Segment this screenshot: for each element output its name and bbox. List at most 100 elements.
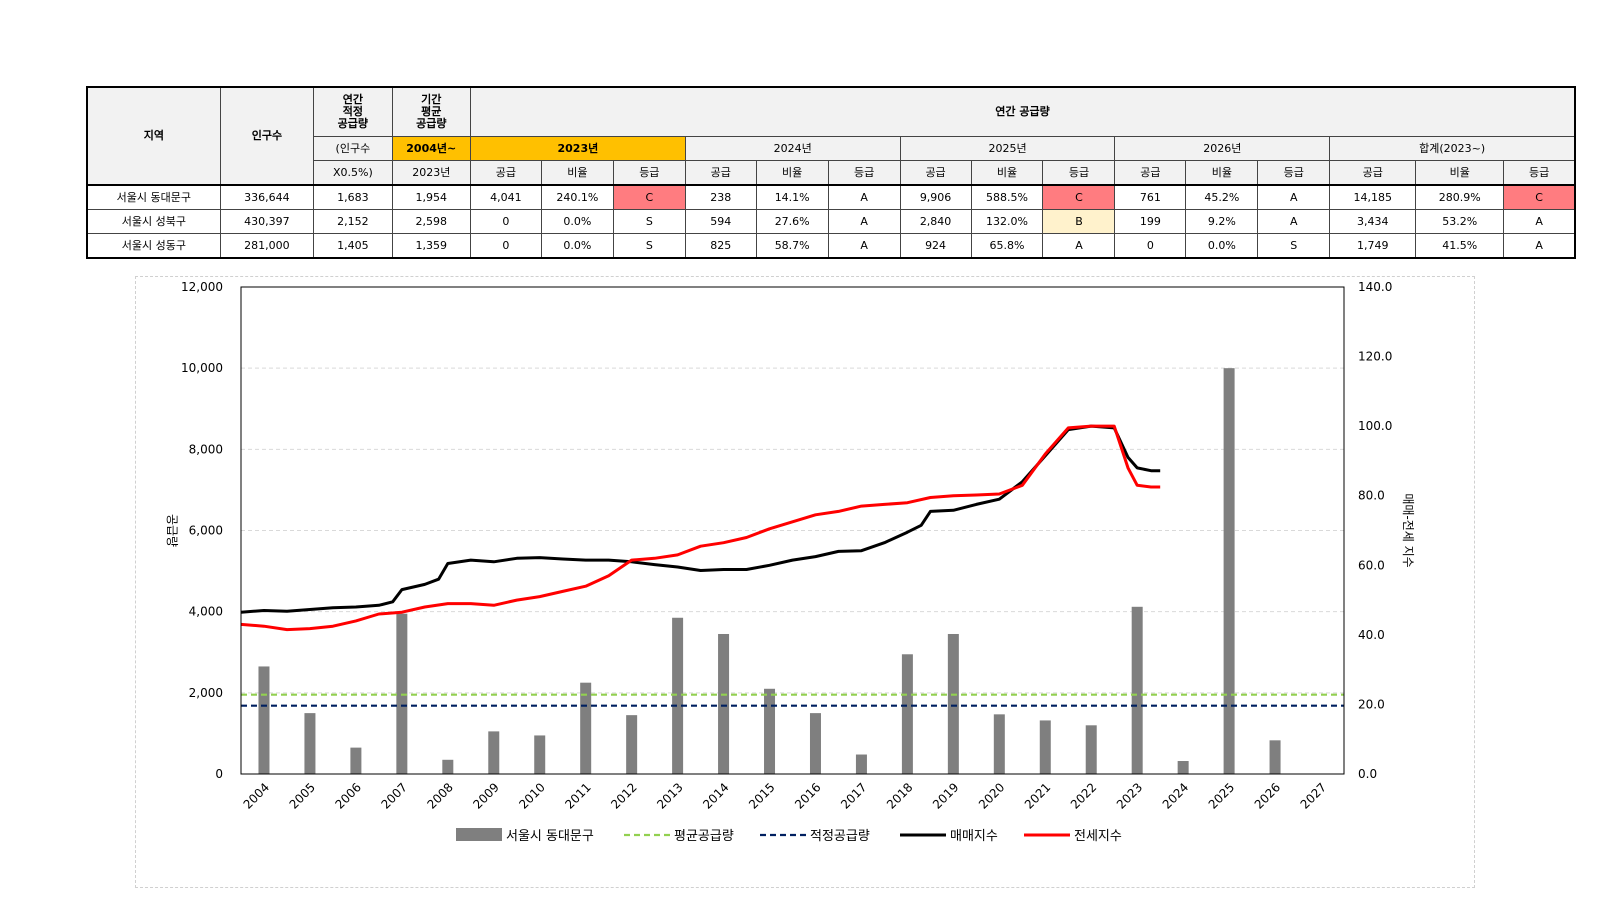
header-period-avg-sub2: 2023년 (391, 160, 471, 186)
x-tick-label: 2011 (562, 780, 593, 811)
supply-bar (1039, 720, 1051, 774)
population-cell: 336,644 (219, 184, 315, 210)
supply-bar (1085, 725, 1097, 774)
header-ratio-4: 비율 (1415, 160, 1505, 186)
ratio-cell: 0.0% (1185, 233, 1259, 259)
jeonse-index-line (240, 424, 1161, 632)
x-tick-label: 2017 (838, 780, 869, 811)
grade-cell: A (1257, 184, 1331, 210)
supply-bar (580, 682, 592, 774)
chart-frame: 0 2,000 4,000 6,000 8,000 10,000 12,000 0.0 20.0… (135, 276, 1475, 888)
supply-cell: 0 (1114, 233, 1187, 259)
grade-cell: A (1257, 209, 1331, 234)
ratio-cell: 58.7% (755, 233, 829, 259)
supply-cell: 14,185 (1329, 184, 1417, 210)
header-grade-4: 등급 (1503, 160, 1576, 186)
grade-cell: S (612, 209, 686, 234)
header-annual-proper-sub2: X0.5%) (313, 160, 393, 186)
ratio-cell: 53.2% (1415, 209, 1505, 234)
grade-cell: S (612, 233, 686, 259)
supply-bar (672, 617, 684, 774)
legend-swatch (456, 828, 502, 841)
supply-bar (1269, 740, 1281, 774)
header-period-avg: 기간 평균 공급량 (391, 86, 471, 137)
y2-tick-label: 140.0 (1358, 280, 1392, 294)
y-tick-label: 0 (215, 767, 223, 781)
population-cell: 281,000 (219, 233, 315, 259)
header-period-avg-line2: 평균 (421, 105, 442, 118)
header-period-avg-line1: 기간 (421, 93, 442, 106)
x-tick-label: 2015 (746, 780, 777, 811)
header-period-avg-sub1: 2004년~ (391, 136, 471, 161)
ratio-cell: 240.1% (540, 184, 614, 210)
supply-cell: 1,749 (1329, 233, 1417, 259)
supply-index-chart: 0 2,000 4,000 6,000 8,000 10,000 12,000 0.0 20.0… (165, 280, 1415, 844)
ratio-cell: 65.8% (970, 233, 1044, 259)
header-period-avg-line3: 공급량 (416, 117, 447, 130)
header-annual-proper-line3: 공급량 (337, 117, 369, 130)
supply-bar (258, 666, 270, 774)
header-grade-3: 등급 (1257, 160, 1331, 186)
table-row: 서울시 성동구 281,000 1,405 1,359 0 0.0% S 825 58.7% A 9… (86, 233, 1576, 259)
supply-bar (1177, 761, 1189, 774)
supply-bar (304, 713, 316, 774)
legend-label: 매매지수 (950, 829, 998, 844)
x-tick-label: 2022 (1068, 780, 1099, 811)
header-grade-2: 등급 (1042, 160, 1116, 186)
proper-supply-cell: 1,683 (313, 184, 393, 210)
y2-tick-label: 20.0 (1358, 697, 1385, 711)
avg-supply-cell: 2,598 (391, 209, 471, 234)
header-annual-proper: 연간 적정 공급량 (313, 86, 393, 137)
y-tick-label: 10,000 (181, 361, 223, 375)
ratio-cell: 0.0% (540, 209, 614, 234)
supply-bar (993, 714, 1005, 774)
table-row: 서울시 성북구 430,397 2,152 2,598 0 0.0% S 594 27.6% A 2… (86, 209, 1576, 234)
grade-cell: B (1042, 209, 1116, 234)
header-ratio-1: 비율 (755, 160, 829, 186)
x-tick-label: 2026 (1252, 780, 1283, 811)
supply-bar (947, 633, 959, 774)
x-tick-label: 2005 (287, 780, 318, 811)
y-axis-label: 공급량 (165, 514, 179, 547)
header-supply-4: 공급 (1329, 160, 1417, 186)
x-tick-label: 2012 (608, 780, 639, 811)
y2-tick-label: 120.0 (1358, 350, 1392, 364)
x-tick-label: 2008 (424, 780, 455, 811)
supply-cell: 2,840 (899, 209, 972, 234)
grade-cell: A (827, 209, 901, 234)
header-annual-proper-sub1: (인구수 (313, 136, 393, 161)
header-supply-2: 공급 (899, 160, 972, 186)
legend: 서울시 동대문구 평균공급량 적정공급량 매매지수 전세지수 (456, 828, 1122, 844)
legend-label: 적정공급량 (810, 829, 870, 844)
region-cell: 서울시 성동구 (86, 233, 221, 259)
supply-bar (488, 731, 500, 774)
y2-tick-label: 80.0 (1358, 489, 1385, 503)
header-ratio-0: 비율 (540, 160, 614, 186)
table-row: 서울시 동대문구 336,644 1,683 1,954 4,041 240.1% C 238… (86, 184, 1576, 210)
supply-table: 지역 인구수 연간 적정 공급량 기간 평균 공급량 연간 공급량 (인구수 2… (86, 86, 1576, 259)
x-tick-label: 2016 (792, 780, 823, 811)
legend-label: 평균공급량 (674, 829, 734, 844)
x-tick-label: 2004 (241, 780, 272, 811)
header-year-2023: 2023년 (469, 136, 686, 161)
y-tick-label: 2,000 (189, 686, 223, 700)
x-tick-label: 2023 (1114, 780, 1145, 811)
header-supply-1: 공급 (684, 160, 757, 186)
header-annual-proper-line1: 연간 (342, 93, 363, 106)
y2-axis-label: 매매-전세 지수 (1401, 493, 1415, 567)
supply-bar (764, 688, 776, 774)
y2-tick-label: 100.0 (1358, 419, 1392, 433)
legend-label: 전세지수 (1074, 829, 1122, 844)
region-cell: 서울시 성북구 (86, 209, 221, 234)
supply-cell: 594 (684, 209, 757, 234)
grade-cell: C (1042, 184, 1116, 210)
ratio-cell: 132.0% (970, 209, 1044, 234)
index-lines (240, 424, 1161, 632)
header-grade-0: 등급 (612, 160, 686, 186)
y-tick-label: 8,000 (189, 442, 223, 456)
header-annual-proper-line2: 적정 (342, 105, 363, 118)
supply-cell: 3,434 (1329, 209, 1417, 234)
header-region: 지역 (86, 86, 221, 186)
supply-bar (855, 754, 867, 774)
supply-cell: 4,041 (469, 184, 542, 210)
